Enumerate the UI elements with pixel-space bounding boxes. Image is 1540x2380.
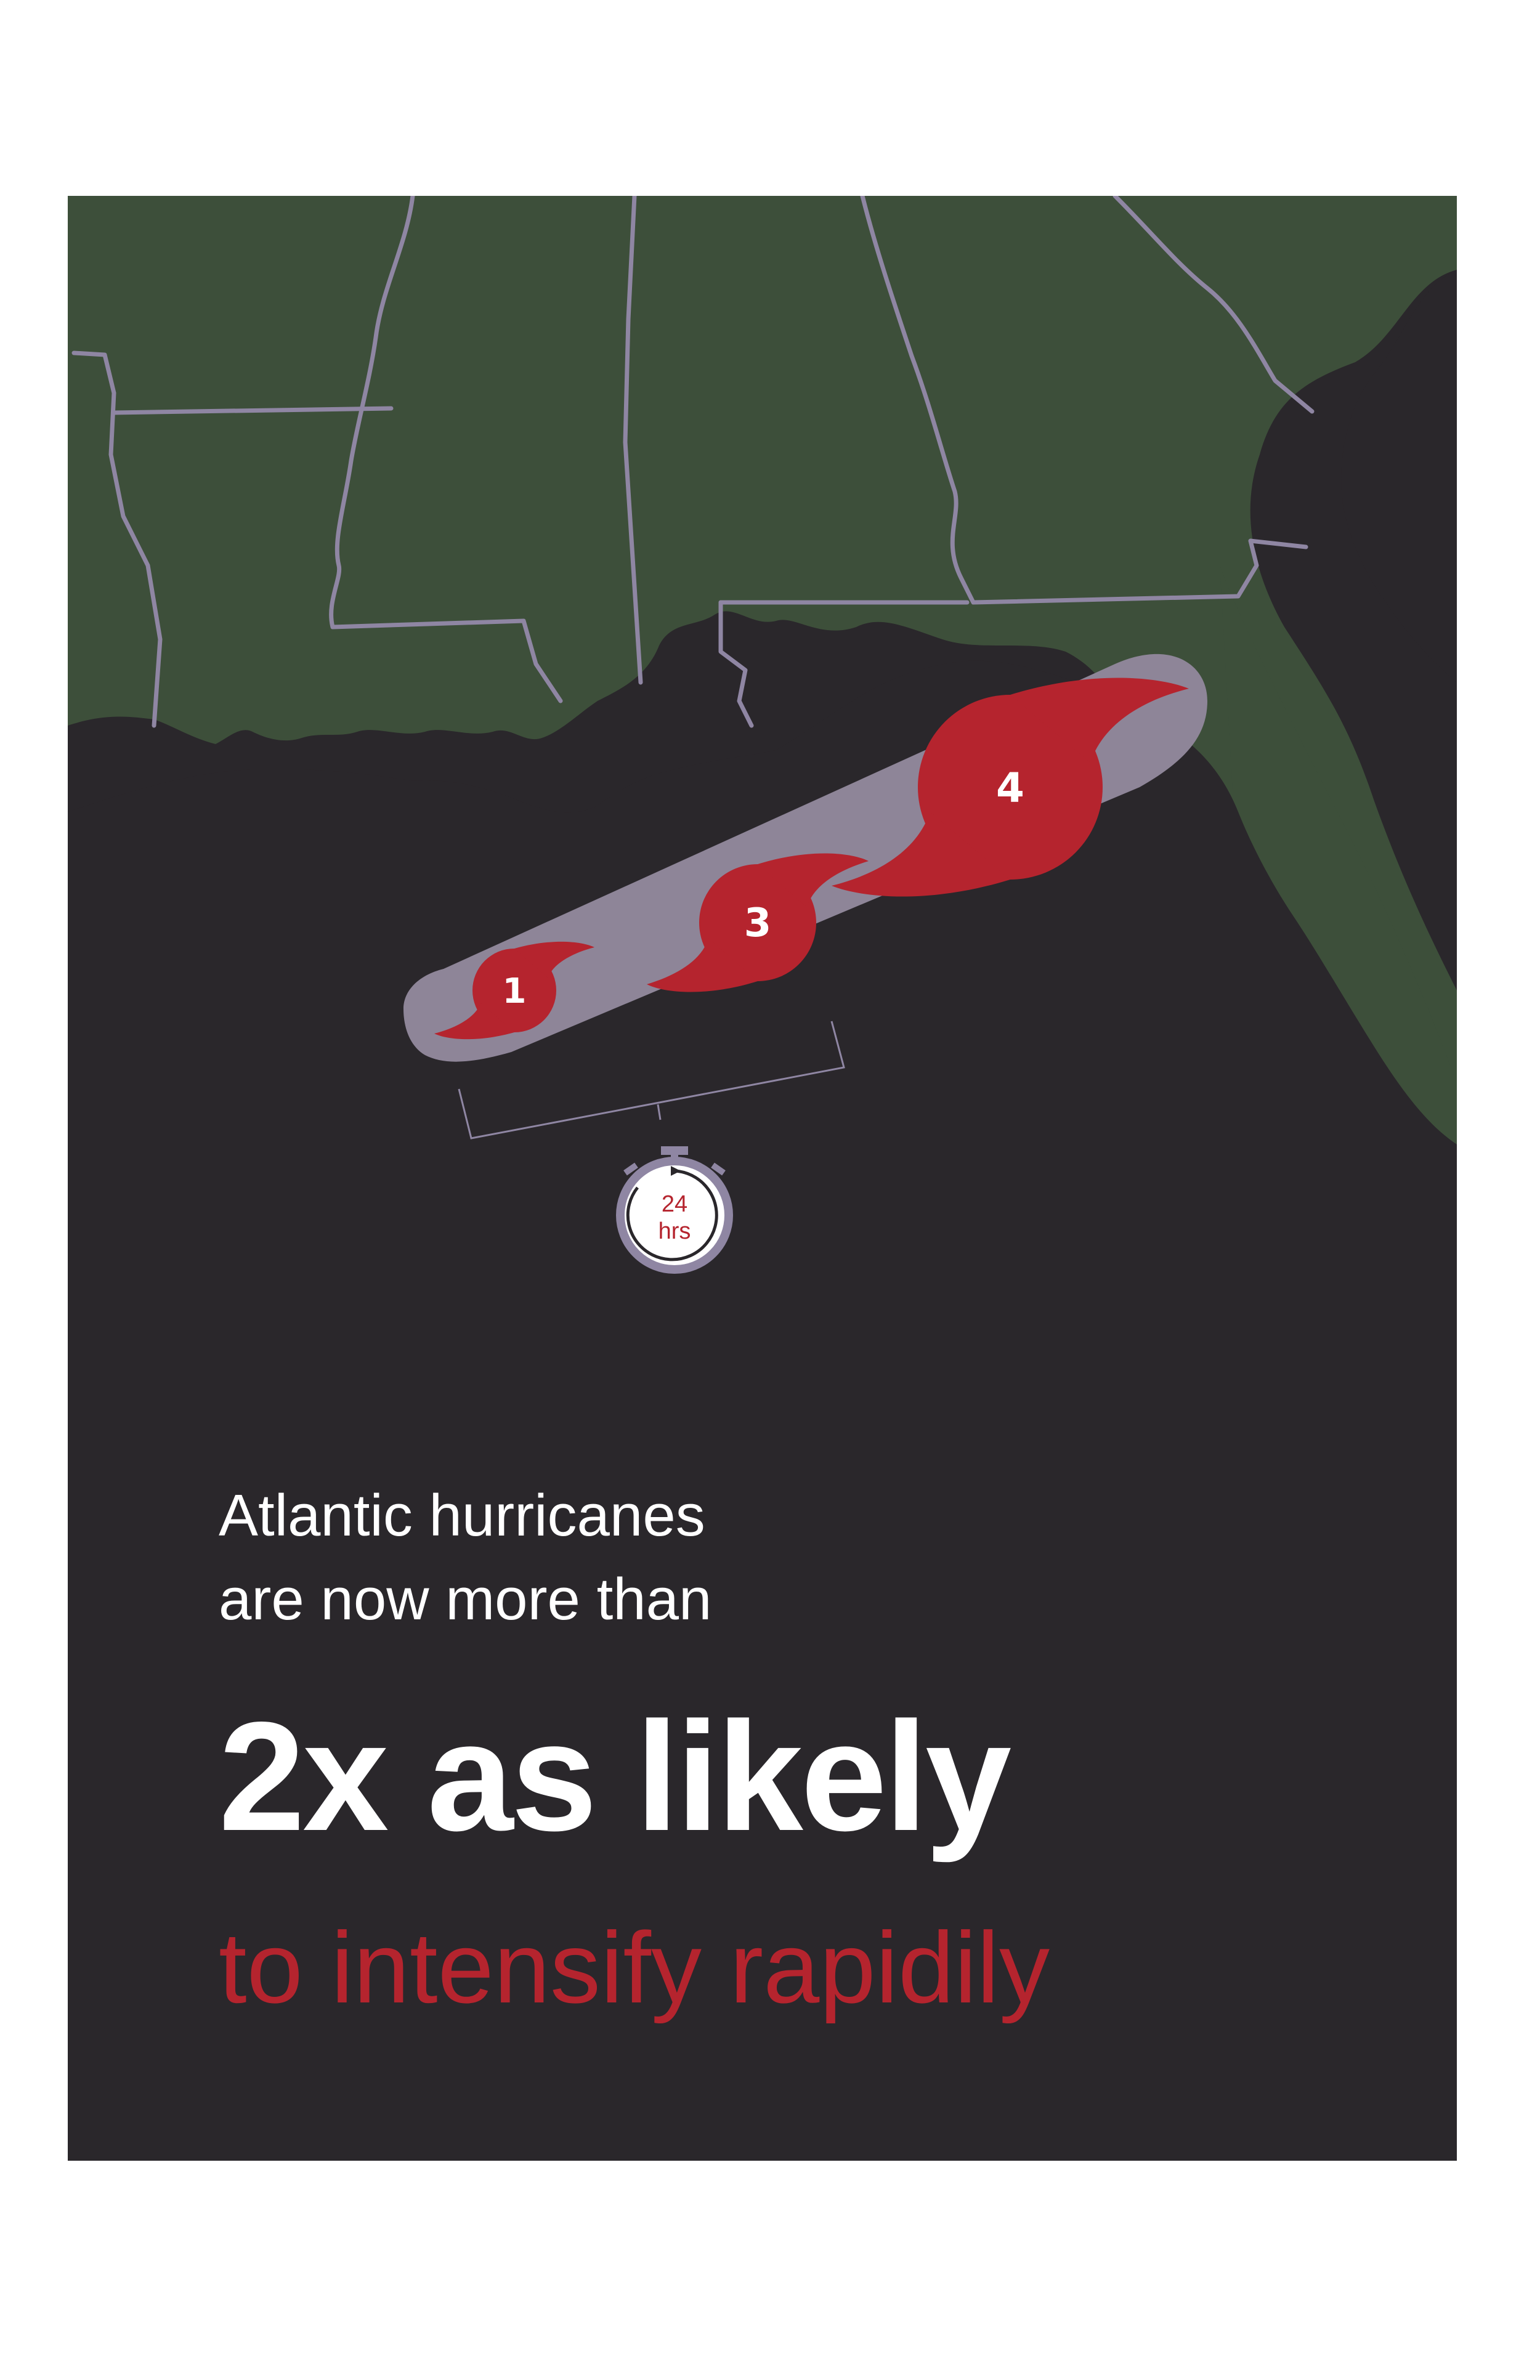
intro-line-2: are now more than	[219, 1566, 712, 1632]
gulf-coast-map: 1 3 4 24 hrs	[68, 196, 1457, 1459]
subline: to intensify rapidily	[219, 1911, 1050, 2024]
timer-unit: hrs	[659, 1218, 691, 1244]
state-borders	[71, 196, 1315, 728]
hurricane-cat-1: 1	[434, 941, 594, 1040]
poster: 1 3 4 24 hrs Atla	[68, 196, 1457, 2161]
storm-label-3: 3	[744, 901, 772, 946]
florida-peninsula	[1220, 565, 1457, 1160]
time-bracket	[458, 1021, 845, 1139]
atlantic-ocean	[1341, 270, 1457, 682]
stopwatch-icon: 24 hrs	[616, 1146, 733, 1274]
bracket-tick	[657, 1104, 662, 1120]
gulf-coast-land	[68, 196, 1457, 1158]
intro-line-1: Atlantic hurricanes	[219, 1483, 705, 1548]
storm-label-1: 1	[503, 971, 527, 1011]
gulf-of-mexico	[68, 660, 1457, 1459]
hurricane-cat-4: 4	[832, 678, 1189, 897]
timer-value: 24	[662, 1191, 687, 1217]
hurricane-cat-3: 3	[647, 853, 869, 992]
message-block: Atlantic hurricanes are now more than 2x…	[219, 1474, 1420, 2030]
storm-label-4: 4	[996, 764, 1024, 812]
headline: 2x as likely	[219, 1690, 1011, 1863]
